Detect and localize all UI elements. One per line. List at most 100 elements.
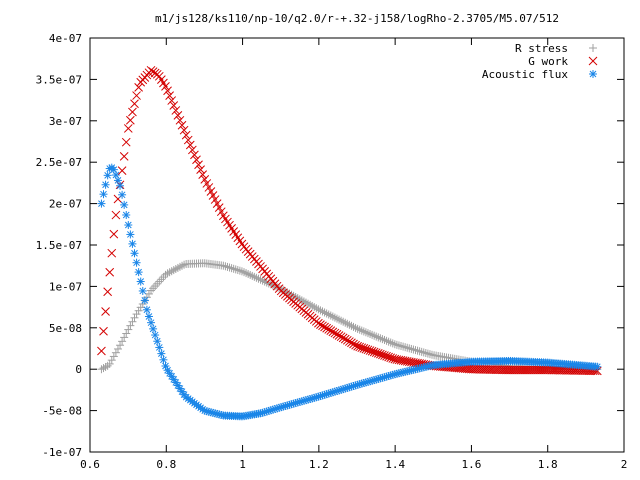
data-point — [142, 305, 151, 314]
marker-stroke — [181, 130, 191, 140]
marker-stroke — [158, 350, 165, 357]
data-point — [229, 264, 238, 273]
data-point — [314, 305, 323, 314]
data-point — [339, 317, 348, 326]
marker-stroke — [338, 333, 348, 343]
data-point — [495, 365, 505, 375]
data-point — [355, 325, 364, 334]
marker-stroke — [347, 338, 356, 348]
marker-stroke — [549, 365, 559, 375]
data-point — [130, 313, 139, 322]
data-point — [97, 346, 106, 356]
data-point — [394, 341, 403, 350]
marker-stroke — [322, 323, 331, 333]
marker-stroke — [351, 340, 360, 350]
marker-stroke — [155, 344, 163, 351]
marker-stroke — [504, 365, 513, 375]
marker-stroke — [530, 365, 540, 375]
data-point — [326, 311, 335, 320]
plot-frame — [89, 37, 625, 453]
data-point — [140, 296, 149, 305]
data-point — [547, 365, 557, 375]
marker-stroke — [198, 170, 208, 179]
marker-stroke — [541, 365, 551, 375]
marker-stroke — [97, 346, 106, 356]
data-point — [543, 365, 553, 375]
data-point — [204, 183, 214, 192]
data-point — [101, 362, 110, 371]
marker-stroke — [119, 152, 129, 161]
marker-stroke — [103, 287, 112, 297]
legend-label: Acoustic flux — [482, 68, 568, 81]
data-point — [526, 365, 536, 375]
data-point — [118, 190, 127, 199]
data-point — [349, 339, 358, 349]
data-point — [116, 181, 125, 190]
data-point — [366, 330, 375, 339]
marker-stroke — [214, 203, 224, 212]
data-point — [146, 65, 156, 75]
data-point — [493, 365, 503, 375]
marker-stroke — [139, 287, 147, 295]
data-point — [103, 171, 112, 180]
data-point — [489, 365, 499, 375]
data-point — [514, 365, 524, 375]
data-point — [378, 335, 387, 344]
data-point — [219, 261, 228, 270]
data-point — [407, 344, 416, 353]
marker-stroke — [210, 195, 220, 204]
marker-stroke — [133, 259, 140, 267]
data-point — [485, 365, 495, 374]
data-point — [175, 115, 185, 125]
data-point — [342, 335, 352, 345]
marker-stroke — [512, 365, 522, 375]
data-point — [161, 270, 170, 279]
data-point — [537, 365, 546, 375]
marker-stroke — [169, 101, 179, 110]
series-acoustic-flux — [97, 163, 602, 421]
data-point — [132, 310, 141, 319]
data-point — [423, 349, 432, 358]
data-point — [535, 365, 544, 375]
data-point — [361, 328, 370, 337]
series-g-work — [97, 65, 602, 376]
data-point — [165, 268, 174, 277]
marker-stroke — [384, 352, 393, 362]
marker-stroke — [588, 56, 598, 66]
marker-stroke — [177, 120, 187, 130]
data-point — [134, 268, 143, 277]
data-point — [499, 365, 509, 375]
data-point — [212, 199, 222, 208]
data-point — [260, 277, 269, 286]
data-point — [130, 249, 139, 258]
data-point — [163, 269, 172, 278]
marker-stroke — [502, 365, 511, 375]
marker-stroke — [316, 320, 325, 329]
marker-stroke — [128, 107, 137, 117]
data-point — [388, 339, 397, 348]
data-point — [206, 187, 216, 196]
data-point — [510, 365, 520, 375]
data-point — [322, 309, 331, 318]
data-point — [545, 365, 555, 375]
marker-stroke — [105, 267, 115, 277]
marker-stroke — [202, 179, 212, 188]
marker-stroke — [357, 343, 367, 353]
data-point — [539, 365, 548, 375]
marker-stroke — [483, 365, 493, 374]
data-point — [336, 332, 346, 342]
marker-stroke — [148, 67, 158, 76]
marker-stroke — [353, 341, 362, 351]
data-point — [520, 365, 530, 375]
data-point — [487, 365, 497, 374]
data-point — [335, 315, 344, 324]
marker-stroke — [489, 365, 499, 375]
marker-stroke — [132, 91, 141, 100]
data-point — [256, 275, 265, 284]
marker-stroke — [174, 382, 182, 389]
data-point — [549, 365, 559, 375]
data-point — [340, 334, 350, 344]
data-point — [149, 324, 158, 333]
data-point — [380, 335, 389, 344]
marker-stroke — [355, 342, 365, 352]
